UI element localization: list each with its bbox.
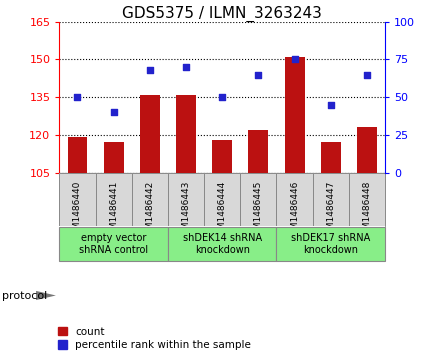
Bar [168, 172, 204, 227]
Bar [321, 142, 341, 172]
Text: GSM1486445: GSM1486445 [254, 181, 263, 241]
Bar [249, 130, 268, 172]
Bar [140, 95, 160, 172]
Text: protocol: protocol [2, 291, 48, 301]
Bar [59, 172, 95, 227]
Bar [95, 172, 132, 227]
Bar [59, 227, 168, 261]
Text: GSM1486448: GSM1486448 [363, 181, 371, 241]
Point [255, 72, 262, 77]
Bar [240, 172, 276, 227]
Bar [313, 172, 349, 227]
Bar [204, 172, 240, 227]
Point [74, 94, 81, 100]
Bar [168, 227, 276, 261]
Bar [276, 227, 385, 261]
Point [363, 72, 370, 77]
Point [183, 64, 190, 70]
Bar [68, 137, 88, 172]
Bar [132, 172, 168, 227]
Text: GSM1486441: GSM1486441 [109, 181, 118, 241]
Text: shDEK14 shRNA
knockdown: shDEK14 shRNA knockdown [183, 233, 262, 255]
Bar [357, 127, 377, 172]
Point [110, 109, 117, 115]
Bar [176, 95, 196, 172]
Text: empty vector
shRNA control: empty vector shRNA control [79, 233, 148, 255]
Bar [285, 57, 304, 172]
Polygon shape [36, 291, 56, 300]
Bar [212, 140, 232, 172]
Text: GSM1486444: GSM1486444 [218, 181, 227, 241]
Title: GDS5375 / ILMN_3263243: GDS5375 / ILMN_3263243 [122, 5, 322, 22]
Text: GSM1486443: GSM1486443 [182, 181, 191, 241]
Legend: count, percentile rank within the sample: count, percentile rank within the sample [54, 323, 256, 354]
Text: GSM1486442: GSM1486442 [145, 181, 154, 241]
Point [327, 102, 334, 107]
Text: GSM1486440: GSM1486440 [73, 181, 82, 241]
Text: GSM1486446: GSM1486446 [290, 181, 299, 241]
Bar [349, 172, 385, 227]
Bar [276, 172, 313, 227]
Bar [104, 142, 124, 172]
Text: GSM1486447: GSM1486447 [326, 181, 335, 241]
Text: shDEK17 shRNA
knockdown: shDEK17 shRNA knockdown [291, 233, 370, 255]
Point [291, 57, 298, 62]
Point [219, 94, 226, 100]
Point [147, 67, 154, 73]
